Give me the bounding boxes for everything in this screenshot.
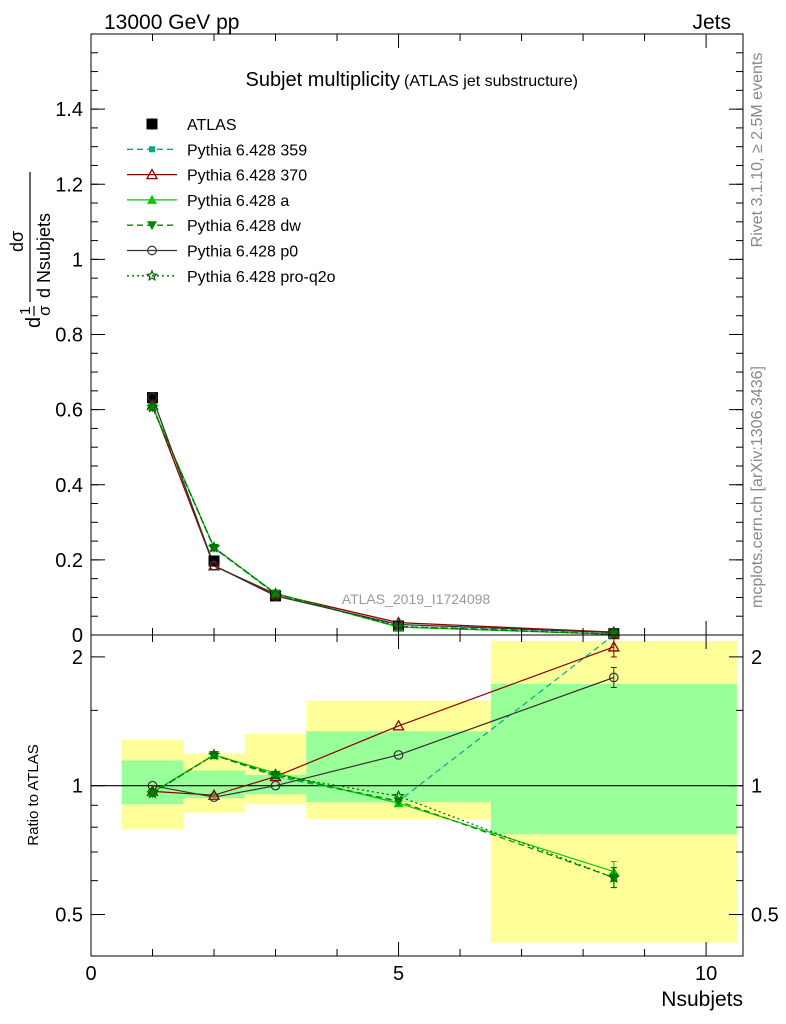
legend-label: Pythia 6.428 pro-q2o xyxy=(187,269,336,286)
y-tick-label: 0 xyxy=(72,625,83,647)
ratio-y-tick-label-right: 0.5 xyxy=(751,905,779,927)
ratio-line xyxy=(152,676,615,798)
legend-label: Pythia 6.428 dw xyxy=(187,218,301,235)
legend-label: Pythia 6.428 370 xyxy=(187,168,307,185)
svg-text:d: d xyxy=(23,317,45,328)
legend-label: Pythia 6.428 359 xyxy=(187,142,307,159)
ratio-point xyxy=(146,786,159,799)
legend-label: Pythia 6.428 a xyxy=(187,193,289,210)
y-tick-label: 0.4 xyxy=(55,475,83,497)
legend-marker xyxy=(145,168,159,180)
legend-entry: Pythia 6.428 359 xyxy=(127,142,307,159)
ratio-point xyxy=(207,748,221,761)
ratio-markers-pythia-6-428-p0 xyxy=(147,667,619,803)
data-point xyxy=(270,591,281,601)
header-right: Jets xyxy=(692,11,731,34)
y-tick-label: 1.2 xyxy=(55,174,83,196)
legend-marker xyxy=(145,269,159,282)
y-tick-label: 0.6 xyxy=(55,400,83,422)
legend-entry: Pythia 6.428 pro-q2o xyxy=(127,269,336,286)
data-point xyxy=(269,587,282,599)
ratio-point xyxy=(207,788,221,800)
legend-entry: ATLAS xyxy=(146,117,237,134)
header-left: 13000 GeV pp xyxy=(104,11,239,34)
legend-entry: Pythia 6.428 a xyxy=(127,193,289,210)
x-tick-label: 10 xyxy=(695,963,717,985)
ratio-y-tick-label-right: 1 xyxy=(751,776,762,798)
legend-entry: Pythia 6.428 p0 xyxy=(127,244,298,261)
ratio-point xyxy=(270,780,281,791)
ratio-point xyxy=(147,780,158,791)
legend-label: Pythia 6.428 p0 xyxy=(187,244,298,261)
ratio-point xyxy=(607,640,620,652)
ratio-point xyxy=(392,719,405,731)
rivet-label: Rivet 3.1.10, ≥ 2.5M events xyxy=(749,53,766,248)
chart-title: Subjet multiplicity xyxy=(245,69,400,91)
y-tick-label: 1.4 xyxy=(55,99,83,121)
main-panel: 0 0.2 0.4 0.6 0.8 1 1.2 1.4 Subjet multiplicity… xyxy=(7,33,744,647)
ratio-point xyxy=(608,672,619,683)
legend-marker xyxy=(149,146,155,153)
x-tick-label: 0 xyxy=(85,963,96,985)
uncertainty-band-inner xyxy=(490,683,737,835)
y-axis-label: d 1 σ dσ d Nsubjets xyxy=(7,172,54,328)
x-axis-label: Nsubjets xyxy=(661,988,743,1011)
ratio-series-pythia-6-428-p0 xyxy=(152,676,615,798)
data-point xyxy=(207,540,221,553)
ratio-point xyxy=(607,871,621,883)
ratio-y-tick-label: 0.5 xyxy=(55,905,83,927)
chart-subtitle: (ATLAS jet substructure) xyxy=(404,73,578,90)
legend-marker xyxy=(147,221,157,231)
data-point xyxy=(147,392,159,404)
ratio-y-tick-label: 1 xyxy=(72,776,83,798)
svg-text:σ: σ xyxy=(35,305,54,316)
ratio-axis-label: Ratio to ATLAS xyxy=(25,744,42,845)
ratio-point xyxy=(393,750,404,760)
legend-entry: Pythia 6.428 370 xyxy=(127,168,307,185)
svg-text:1: 1 xyxy=(17,307,34,315)
svg-text:d Nsubjets: d Nsubjets xyxy=(34,213,54,298)
legend-marker xyxy=(146,118,158,130)
ratio-series-pythia-6-428-359 xyxy=(152,634,615,802)
ratio-point xyxy=(209,792,219,803)
watermark: ATLAS_2019_I1724098 xyxy=(342,591,491,607)
legend-entry: Pythia 6.428 dw xyxy=(127,218,301,235)
ratio-panel: 0.5 0.5 1 1 2 2 0 5 10 Ratio to ATLAS Nsubjets xyxy=(25,634,779,1011)
y-tick-label: 1 xyxy=(72,249,83,271)
legend-label: ATLAS xyxy=(187,117,237,134)
ratio-line xyxy=(152,634,615,802)
ratio-markers-pythia-6-428-pro-q2o xyxy=(146,748,621,889)
data-point xyxy=(146,400,159,413)
y-tick-label: 0.8 xyxy=(55,325,83,347)
mcplots-label: mcplots.cern.ch [arXiv:1306.3436] xyxy=(749,366,766,608)
data-point xyxy=(209,560,219,571)
legend-marker xyxy=(147,194,157,204)
ratio-plot-frame xyxy=(90,634,744,957)
y-tick-label: 0.2 xyxy=(55,550,83,572)
ratio-point xyxy=(392,789,405,802)
x-tick-label: 5 xyxy=(393,963,404,985)
ratio-point xyxy=(269,768,282,781)
legend-marker xyxy=(147,245,157,256)
legend: ATLAS Pythia 6.428 359 Pythia 6.428 370 Pyt… xyxy=(127,117,336,286)
ratio-y-tick-label: 2 xyxy=(72,647,83,669)
ratio-y-tick-label-right: 2 xyxy=(751,647,762,669)
svg-text:dσ: dσ xyxy=(7,231,27,252)
